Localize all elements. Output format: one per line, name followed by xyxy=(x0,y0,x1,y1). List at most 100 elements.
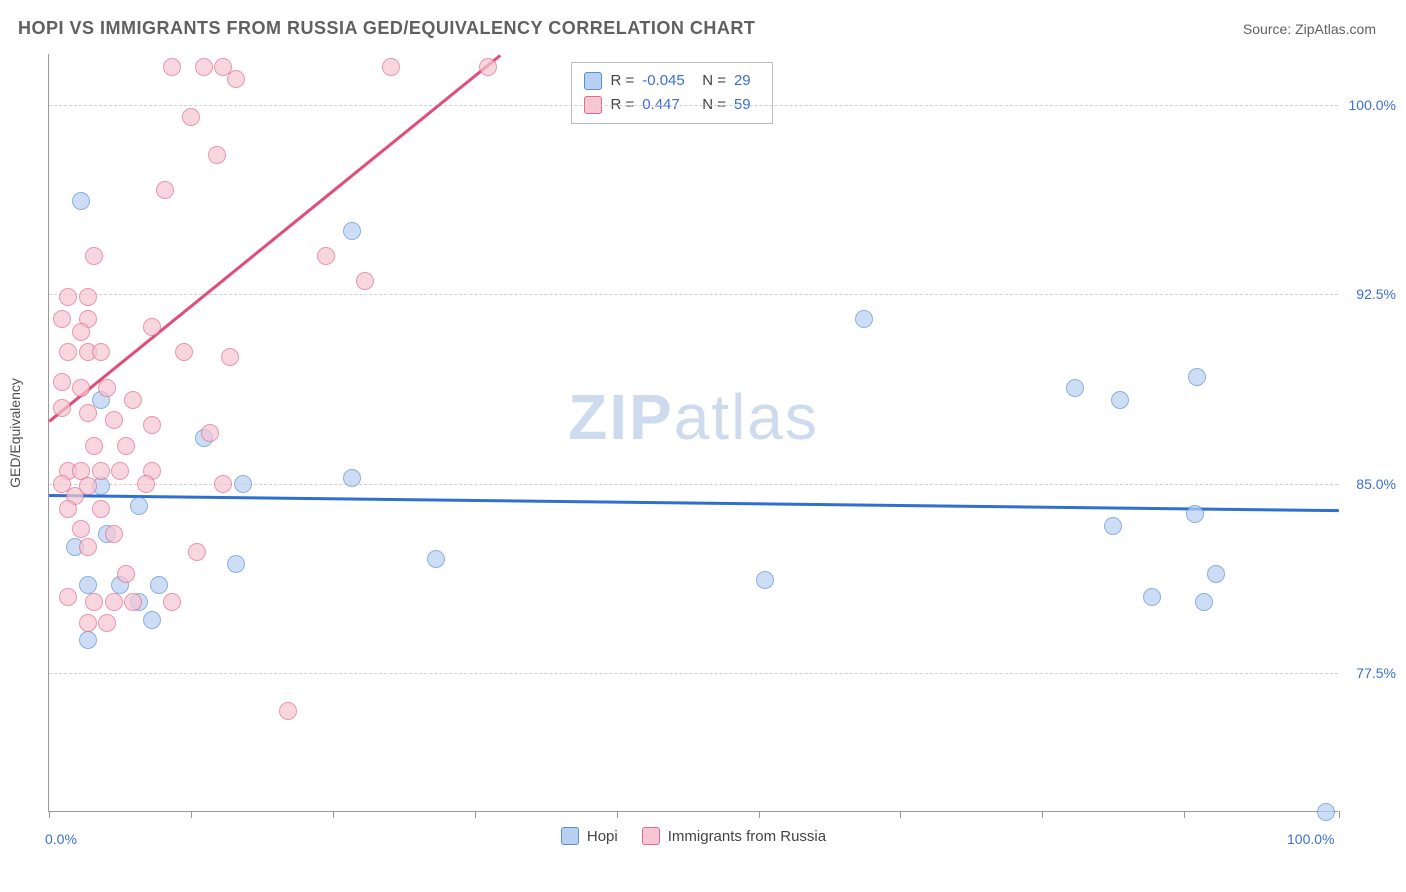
data-point xyxy=(227,70,245,88)
data-point xyxy=(79,288,97,306)
x-tick xyxy=(759,811,760,818)
data-point xyxy=(382,58,400,76)
data-point xyxy=(85,593,103,611)
data-point xyxy=(117,565,135,583)
watermark: ZIPatlas xyxy=(568,380,819,454)
data-point xyxy=(137,475,155,493)
legend-swatch xyxy=(561,827,579,845)
data-point xyxy=(208,146,226,164)
data-point xyxy=(1188,368,1206,386)
data-point xyxy=(855,310,873,328)
gridline xyxy=(49,673,1338,674)
y-tick-label: 100.0% xyxy=(1342,97,1396,113)
data-point xyxy=(72,520,90,538)
scatter-chart: GED/Equivalency ZIPatlas R =-0.045N =29R… xyxy=(48,54,1338,812)
data-point xyxy=(1143,588,1161,606)
x-tick xyxy=(1042,811,1043,818)
gridline xyxy=(49,105,1338,106)
data-point xyxy=(150,576,168,594)
data-point xyxy=(53,373,71,391)
data-point xyxy=(343,469,361,487)
data-point xyxy=(79,404,97,422)
data-point xyxy=(79,614,97,632)
x-tick xyxy=(900,811,901,818)
y-tick-label: 85.0% xyxy=(1342,476,1396,492)
data-point xyxy=(1186,505,1204,523)
chart-title: HOPI VS IMMIGRANTS FROM RUSSIA GED/EQUIV… xyxy=(18,18,755,39)
data-point xyxy=(1317,803,1335,821)
trend-line xyxy=(49,494,1339,512)
data-point xyxy=(72,192,90,210)
data-point xyxy=(53,399,71,417)
data-point xyxy=(72,379,90,397)
x-tick xyxy=(49,811,50,818)
data-point xyxy=(1195,593,1213,611)
data-point xyxy=(53,310,71,328)
x-tick xyxy=(617,811,618,818)
y-tick-label: 92.5% xyxy=(1342,286,1396,302)
data-point xyxy=(156,181,174,199)
data-point xyxy=(79,477,97,495)
data-point xyxy=(59,588,77,606)
data-point xyxy=(79,576,97,594)
correlation-legend: R =-0.045N =29R =0.447N =59 xyxy=(571,62,773,124)
x-tick xyxy=(333,811,334,818)
x-tick xyxy=(191,811,192,818)
data-point xyxy=(1104,517,1122,535)
data-point xyxy=(221,348,239,366)
data-point xyxy=(92,462,110,480)
data-point xyxy=(79,631,97,649)
x-tick xyxy=(1184,811,1185,818)
data-point xyxy=(111,462,129,480)
data-point xyxy=(85,247,103,265)
data-point xyxy=(214,475,232,493)
data-point xyxy=(756,571,774,589)
data-point xyxy=(163,58,181,76)
data-point xyxy=(227,555,245,573)
data-point xyxy=(92,500,110,518)
legend-item: Hopi xyxy=(561,827,618,845)
data-point xyxy=(1066,379,1084,397)
legend-label: Immigrants from Russia xyxy=(668,828,826,845)
data-point xyxy=(130,497,148,515)
x-tick-label: 100.0% xyxy=(1287,831,1334,847)
legend-label: Hopi xyxy=(587,828,618,845)
legend-swatch xyxy=(584,72,602,90)
data-point xyxy=(105,411,123,429)
y-tick-label: 77.5% xyxy=(1342,665,1396,681)
data-point xyxy=(356,272,374,290)
data-point xyxy=(98,614,116,632)
data-point xyxy=(105,525,123,543)
data-point xyxy=(427,550,445,568)
data-point xyxy=(124,593,142,611)
data-point xyxy=(59,343,77,361)
data-point xyxy=(92,343,110,361)
data-point xyxy=(317,247,335,265)
data-point xyxy=(163,593,181,611)
x-tick xyxy=(1339,811,1340,818)
data-point xyxy=(59,288,77,306)
legend-item: Immigrants from Russia xyxy=(642,827,826,845)
legend-row: R =-0.045N =29 xyxy=(584,69,760,93)
data-point xyxy=(143,318,161,336)
data-point xyxy=(105,593,123,611)
gridline xyxy=(49,294,1338,295)
x-tick xyxy=(475,811,476,818)
data-point xyxy=(175,343,193,361)
source-label: Source: ZipAtlas.com xyxy=(1243,21,1376,37)
data-point xyxy=(1207,565,1225,583)
data-point xyxy=(143,611,161,629)
data-point xyxy=(182,108,200,126)
y-axis-label: GED/Equivalency xyxy=(7,378,23,488)
data-point xyxy=(195,58,213,76)
data-point xyxy=(79,538,97,556)
data-point xyxy=(72,323,90,341)
data-point xyxy=(343,222,361,240)
data-point xyxy=(479,58,497,76)
data-point xyxy=(117,437,135,455)
data-point xyxy=(279,702,297,720)
data-point xyxy=(59,500,77,518)
data-point xyxy=(124,391,142,409)
data-point xyxy=(85,437,103,455)
data-point xyxy=(1111,391,1129,409)
